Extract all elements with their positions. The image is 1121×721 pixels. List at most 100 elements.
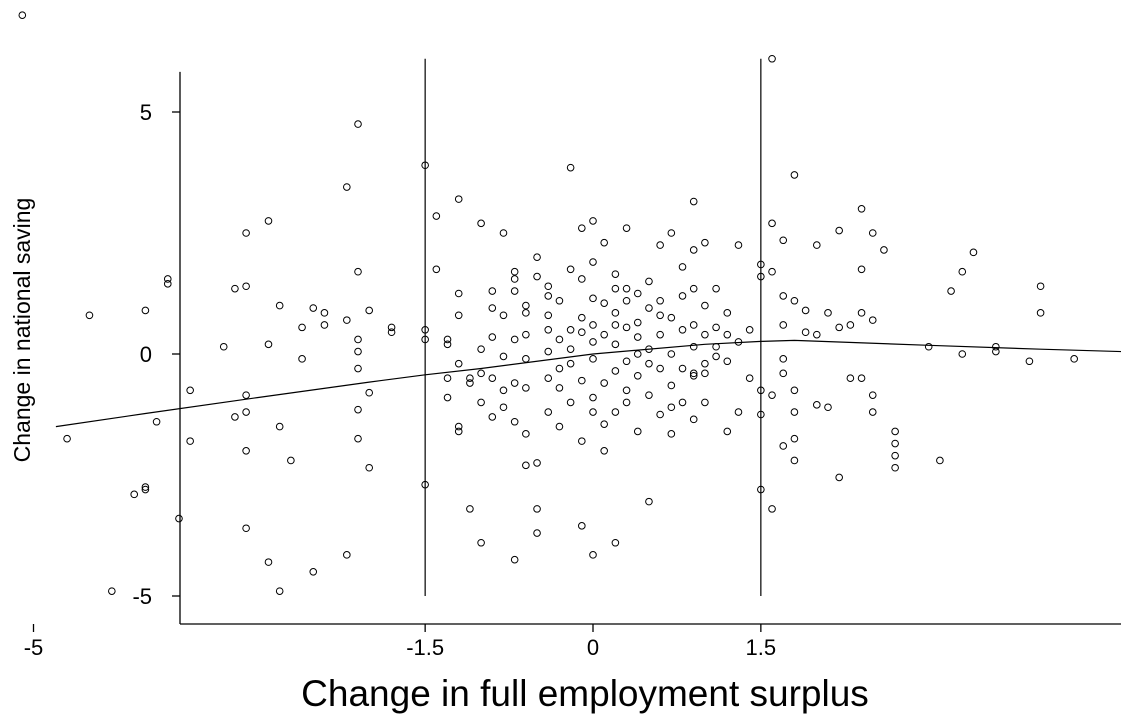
data-point-149 <box>633 333 642 341</box>
data-point-22 <box>242 524 250 533</box>
data-point-43 <box>354 405 362 414</box>
data-point-1 <box>63 434 71 443</box>
data-point-65 <box>466 379 474 387</box>
data-point-167 <box>678 263 687 271</box>
data-point-93 <box>533 272 541 281</box>
data-point-232 <box>857 374 866 383</box>
data-point-157 <box>656 241 664 249</box>
data-point-208 <box>779 355 788 363</box>
data-point-144 <box>622 357 631 366</box>
data-point-235 <box>868 408 877 416</box>
data-point-96 <box>533 459 541 467</box>
data-point-128 <box>600 238 608 247</box>
data-point-162 <box>667 229 676 237</box>
data-point-133 <box>600 447 608 455</box>
data-point-63 <box>454 422 463 431</box>
data-point-207 <box>779 321 788 329</box>
data-point-217 <box>801 306 810 315</box>
data-point-116 <box>578 328 586 337</box>
data-point-52 <box>421 326 429 334</box>
data-point-177 <box>689 369 698 378</box>
data-point-233 <box>868 229 877 237</box>
data-point-234 <box>868 316 877 324</box>
data-point-250 <box>1025 357 1034 366</box>
data-point-81 <box>510 275 519 283</box>
data-point-86 <box>522 461 530 470</box>
data-point-9 <box>163 275 172 283</box>
data-point-111 <box>566 359 575 368</box>
data-point-271 <box>667 403 676 412</box>
data-point-230 <box>857 265 866 274</box>
data-point-206 <box>779 292 788 300</box>
data-point-105 <box>555 364 564 373</box>
data-point-151 <box>633 427 642 436</box>
data-point-193 <box>745 326 754 334</box>
data-point-33 <box>309 304 318 312</box>
data-point-224 <box>835 226 843 235</box>
data-point-184 <box>712 284 720 293</box>
data-point-120 <box>589 294 597 303</box>
data-point-123 <box>589 355 597 363</box>
tick-labels: -5-1.501.55-505 <box>24 100 776 660</box>
data-point-226 <box>835 473 843 482</box>
data-point-59 <box>443 335 452 344</box>
data-point-212 <box>790 296 799 305</box>
data-point-220 <box>813 330 821 339</box>
data-point-35 <box>320 321 329 329</box>
data-point-83 <box>510 379 519 387</box>
data-point-261 <box>566 326 575 334</box>
data-point-99 <box>544 311 553 320</box>
data-point-251 <box>1036 282 1045 291</box>
y-tick-label-2: 5 <box>140 100 152 125</box>
data-point-90 <box>522 355 530 363</box>
data-point-74 <box>488 374 497 383</box>
data-point-248 <box>992 342 1000 351</box>
data-point-46 <box>365 306 374 315</box>
data-point-146 <box>622 398 631 407</box>
data-point-185 <box>712 323 720 332</box>
data-point-200 <box>768 54 776 63</box>
data-point-237 <box>880 246 888 254</box>
data-point-165 <box>667 381 676 390</box>
data-point-192 <box>734 408 743 416</box>
data-point-80 <box>510 267 519 276</box>
data-point-273 <box>611 321 620 329</box>
data-point-257 <box>499 352 508 361</box>
data-point-267 <box>488 333 497 341</box>
data-point-199 <box>757 485 765 494</box>
data-point-130 <box>600 330 608 339</box>
data-point-16 <box>231 284 239 293</box>
data-point-78 <box>499 386 508 395</box>
data-point-215 <box>790 434 799 443</box>
data-point-55 <box>432 212 441 220</box>
data-point-113 <box>578 224 586 232</box>
data-point-274 <box>723 330 732 339</box>
data-point-163 <box>667 313 676 322</box>
data-point-142 <box>622 296 631 305</box>
data-point-3 <box>108 587 116 595</box>
data-point-26 <box>275 422 284 431</box>
data-point-211 <box>790 171 799 179</box>
data-point-169 <box>678 326 687 334</box>
data-point-112 <box>566 398 575 407</box>
data-point-259 <box>443 340 452 349</box>
data-point-247 <box>969 248 978 257</box>
data-point-69 <box>477 398 485 407</box>
data-point-30 <box>298 323 306 332</box>
data-point-131 <box>600 379 608 387</box>
data-point-61 <box>454 311 463 320</box>
data-point-194 <box>745 374 754 383</box>
data-point-145 <box>622 386 631 395</box>
data-point-150 <box>633 371 642 380</box>
data-point-134 <box>611 270 620 278</box>
data-point-216 <box>790 456 799 465</box>
data-point-126 <box>589 551 597 559</box>
data-point-34 <box>320 309 329 317</box>
data-point-148 <box>633 318 642 327</box>
data-point-44 <box>354 434 362 443</box>
data-point-245 <box>958 350 967 358</box>
data-point-6 <box>141 485 150 494</box>
data-point-214 <box>790 408 799 416</box>
data-point-101 <box>544 374 553 383</box>
data-point-188 <box>723 357 732 366</box>
